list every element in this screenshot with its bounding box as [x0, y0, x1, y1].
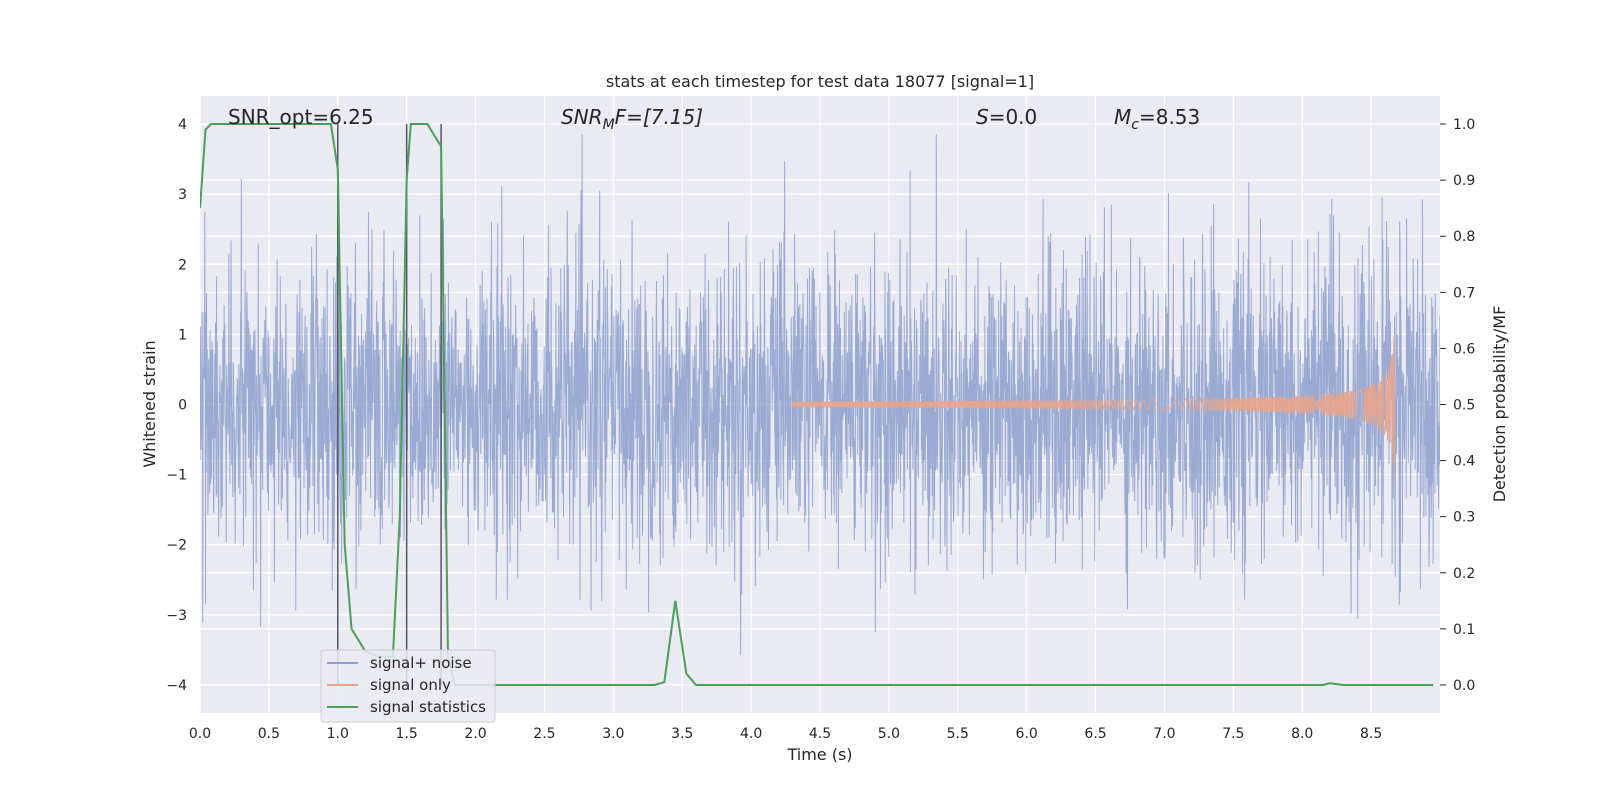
x-tick-label: 3.5 [671, 726, 693, 742]
x-tick-label: 1.0 [327, 726, 349, 742]
y2-tick-label: 1.0 [1453, 117, 1475, 133]
legend-label-signal-noise: signal+ noise [370, 654, 472, 672]
legend: signal+ noise signal only signal statist… [320, 649, 496, 723]
y-tick-label: 2 [178, 257, 187, 273]
signal-only-line [791, 337, 1396, 482]
series-signal-only [791, 337, 1396, 482]
x-tick-label: 6.5 [1084, 726, 1106, 742]
y2-tick-label: 0.4 [1453, 454, 1475, 470]
chart-title: stats at each timestep for test data 180… [606, 72, 1034, 91]
x-tick-label: 3.0 [602, 726, 624, 742]
y2-axis-label: Detection probability/MF [1490, 306, 1509, 503]
annotation-snr-mf: SNRMF=[7.15] [561, 105, 703, 133]
y-tick-label: 4 [178, 117, 187, 133]
y-axis-label: Whitened strain [140, 340, 159, 467]
y2-tick-label: 0.3 [1453, 510, 1475, 526]
x-tick-label: 0.5 [258, 726, 280, 742]
series-signal-statistics [200, 123, 1434, 686]
y-tick-label: 3 [178, 187, 187, 203]
annotation-s: S=0.0 [976, 105, 1037, 129]
y2-tick-label: 0.9 [1453, 173, 1475, 189]
x-tick-label: 4.0 [740, 726, 762, 742]
annotation-mc-sub: c [1131, 117, 1139, 133]
x-tick-label: 2.0 [464, 726, 486, 742]
x-axis-ticks: 0.0 0.5 1.0 1.5 2.0 2.5 3.0 3.5 4.0 4.5 5.0 5.5 6.0 6… [189, 726, 1382, 742]
x-tick-label: 2.5 [533, 726, 555, 742]
y2-tick-label: 0.0 [1453, 678, 1475, 694]
annotation-snr-mf-suffix: F=[7.15] [615, 105, 703, 129]
y-axis-ticks: 4 3 2 1 0 −1 −2 −3 −4 [166, 117, 187, 694]
annotation-mc-prefix: M [1114, 105, 1131, 129]
y2-tick-label: 0.2 [1453, 566, 1475, 582]
y-tick-label: −3 [166, 608, 187, 624]
x-tick-label: 4.5 [809, 726, 831, 742]
x-tick-label: 1.5 [396, 726, 418, 742]
annotation-snr-mf-prefix: SNR [561, 105, 603, 129]
annotation-snr-mf-sub: M [603, 117, 615, 133]
x-tick-label: 5.5 [947, 726, 969, 742]
x-tick-label: 7.0 [1153, 726, 1175, 742]
annotation-mc: Mc=8.53 [1114, 105, 1200, 133]
y-tick-label: −1 [166, 468, 187, 484]
y2-tick-label: 0.6 [1453, 341, 1475, 357]
y2-tick-label: 0.1 [1453, 622, 1475, 638]
x-tick-label: 0.0 [189, 726, 211, 742]
annotation-mc-suffix: =8.53 [1139, 105, 1200, 129]
x-tick-label: 5.0 [878, 726, 900, 742]
y-tick-label: 1 [178, 327, 187, 343]
legend-label-signal-only: signal only [370, 676, 451, 694]
x-axis-label: Time (s) [786, 745, 852, 764]
signal-statistics-line [200, 123, 1434, 686]
x-tick-label: 8.0 [1291, 726, 1313, 742]
annotation-s-prefix: S [976, 105, 989, 129]
y2-tick-label: 0.5 [1453, 398, 1475, 414]
legend-label-signal-statistics: signal statistics [370, 698, 486, 716]
y2-tick-label: 0.7 [1453, 285, 1475, 301]
x-tick-label: 6.0 [1016, 726, 1038, 742]
y2-axis-ticks: 1.0 0.9 0.8 0.7 0.6 0.5 0.4 0.3 0.2 0.1 0.0 [1440, 117, 1475, 694]
y2-tick-label: 0.8 [1453, 229, 1475, 245]
annotation-snr-opt: SNR_opt=6.25 [228, 105, 374, 129]
y-tick-label: −2 [166, 538, 187, 554]
x-tick-label: 7.5 [1222, 726, 1244, 742]
y-tick-label: −4 [166, 678, 187, 694]
x-tick-label: 8.5 [1360, 726, 1382, 742]
legend-box [320, 649, 496, 723]
y-tick-label: 0 [178, 398, 187, 414]
annotation-s-suffix: =0.0 [989, 105, 1038, 129]
